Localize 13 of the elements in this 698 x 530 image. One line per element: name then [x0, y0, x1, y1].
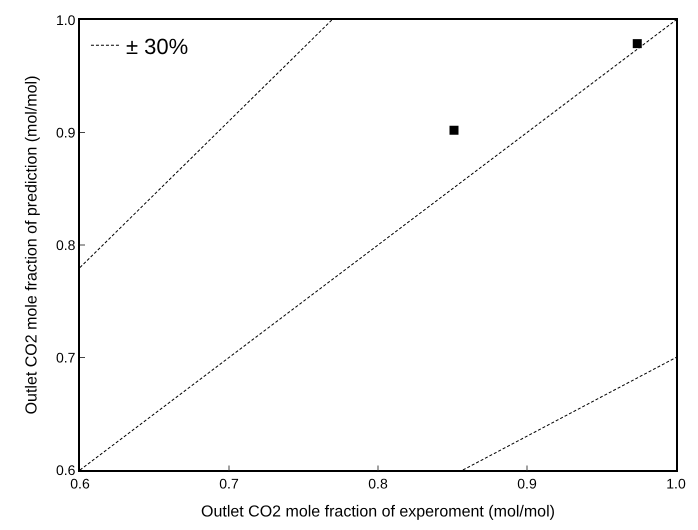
- x-tick-label: 0.7: [219, 476, 239, 492]
- y-tick-label: 0.8: [56, 236, 76, 253]
- x-tick-label: 0.9: [517, 476, 537, 492]
- y-tick-label: 0.6: [56, 462, 76, 478]
- y-tick-label: 1.0: [56, 12, 76, 28]
- legend-label: ± 30%: [126, 34, 188, 59]
- x-tick-label: 0.6: [70, 476, 90, 492]
- y-axis-title: Outlet CO2 mole fraction of prediction (mol/mol): [23, 76, 40, 414]
- x-tick-label: 0.8: [368, 476, 388, 492]
- y-tick-label: 0.9: [56, 124, 76, 140]
- x-axis-title: Outlet CO2 mole fraction of experoment (mol/mol): [201, 504, 555, 521]
- x-tick-label: 1.0: [666, 476, 686, 492]
- y-tick-label: 0.7: [56, 349, 76, 366]
